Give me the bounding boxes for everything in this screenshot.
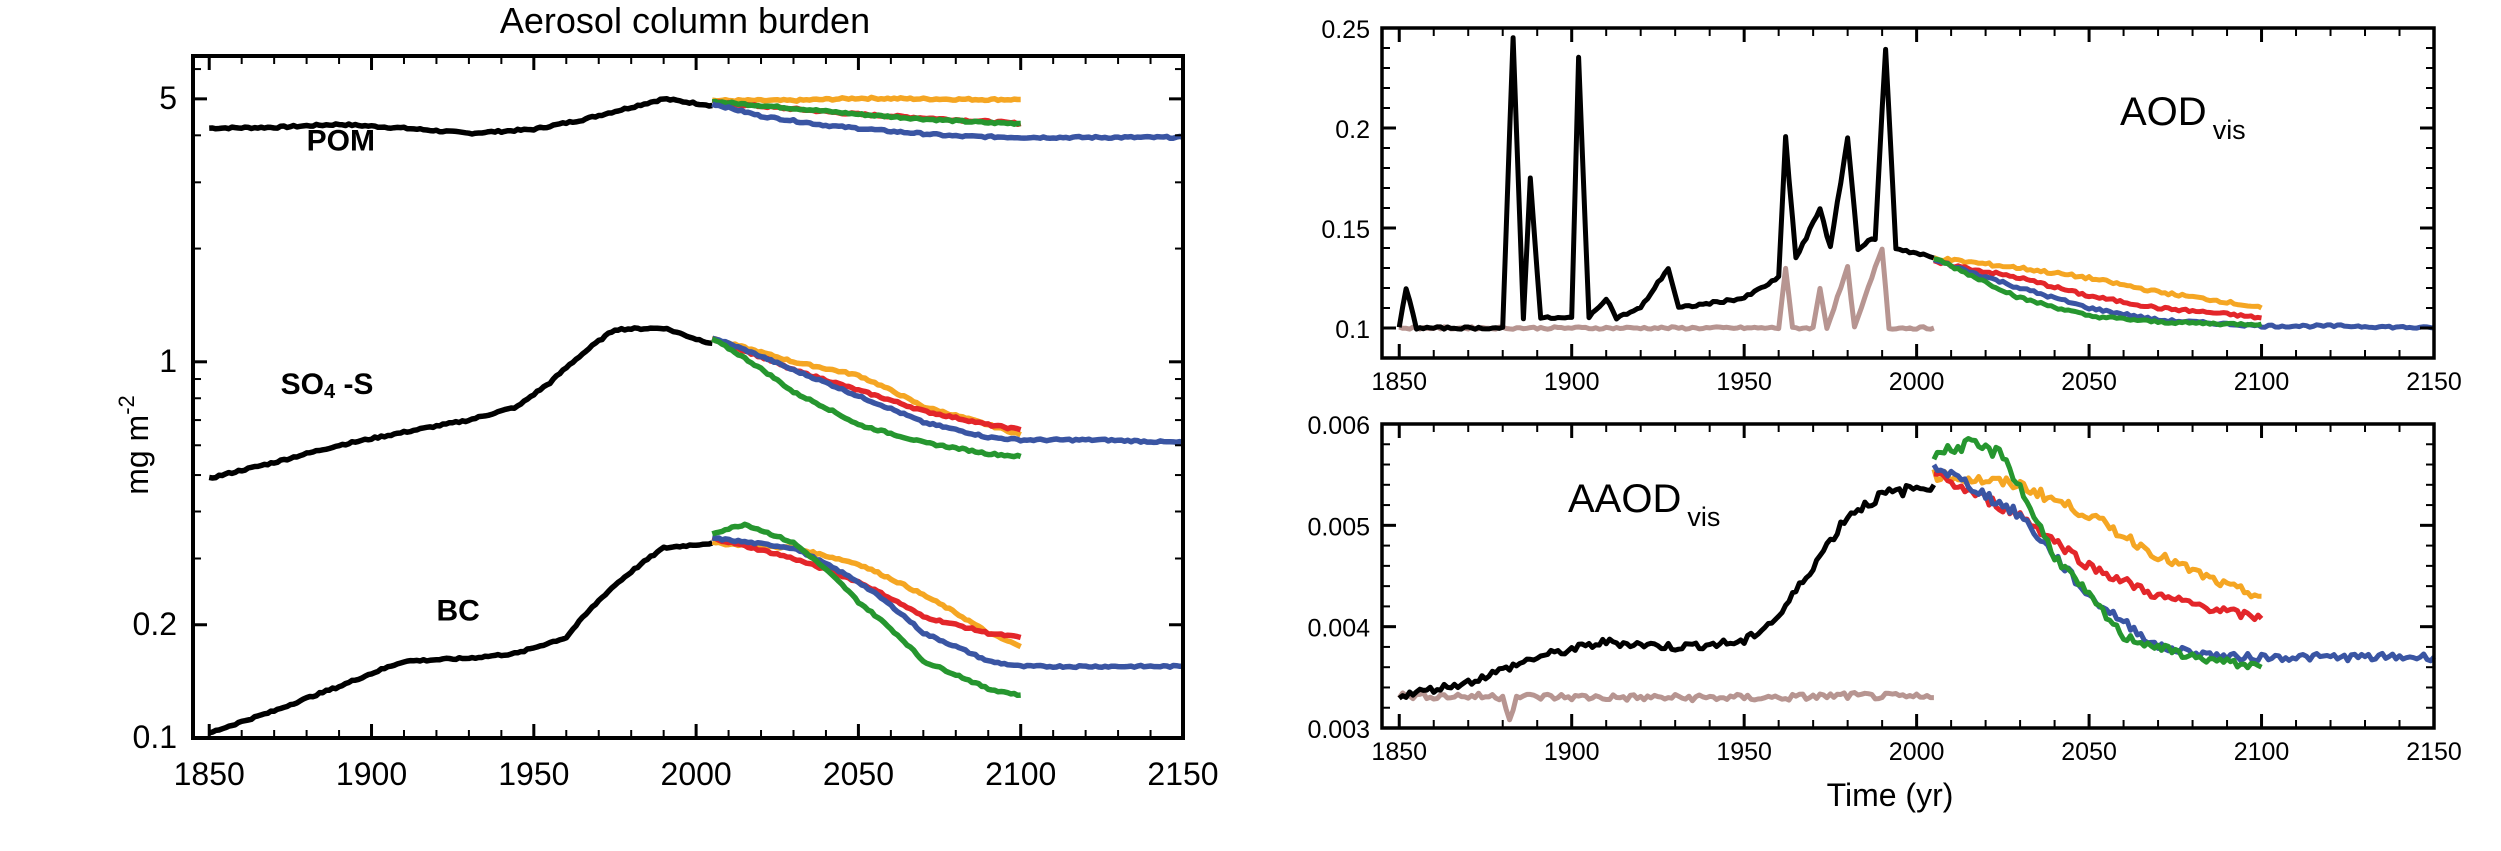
series-blue-line: [1931, 463, 2436, 664]
series-historical-line: [1397, 483, 1937, 701]
series-label: SO4 -S: [281, 368, 374, 403]
series-green-line: [711, 521, 1021, 699]
aaod-plot-frame: [1380, 422, 2436, 730]
x-tick-label: 1850: [1371, 738, 1427, 766]
x-tick-label: 2100: [2234, 738, 2290, 766]
panel-burden: Aerosol column burden mg m-2 POM SO4 -S BC…: [114, 0, 1219, 792]
series-historical-line: [208, 540, 714, 736]
series-green-line: [711, 98, 1021, 127]
series-control-line: [1397, 690, 1934, 723]
x-tick-label: 2150: [2406, 368, 2462, 396]
burden-title: Aerosol column burden: [500, 0, 870, 41]
x-tick-label: 1900: [1544, 368, 1600, 396]
burden-plot-frame: [191, 54, 1185, 740]
series-green-line: [1931, 436, 2263, 671]
burden-ylabel: mg m-2: [114, 395, 155, 495]
series-red-line: [1933, 470, 2264, 623]
x-tick-label: 2000: [1889, 738, 1945, 766]
x-tick-label: 1950: [498, 756, 569, 792]
x-tick-label: 2100: [2234, 368, 2290, 396]
x-tick-label: 1950: [1716, 368, 1772, 396]
series-yellow-line: [712, 94, 1021, 105]
x-tick-label: 1900: [336, 756, 407, 792]
x-tick-label: 1950: [1716, 738, 1772, 766]
y-tick-label: 0.2: [1335, 116, 1370, 144]
x-tick-label: 2050: [2061, 368, 2117, 396]
aaod-title: AAOD vis: [1568, 477, 1720, 532]
panel-aod: AOD vis 1850 1900 1950 2000 2050 2100 2150 0.1 0.…: [1321, 16, 2461, 396]
series-red-line: [1933, 258, 2262, 321]
panel-aaod: AAOD vis Time (yr) 1850 1900 1950 2000 2050 21…: [1307, 412, 2461, 813]
x-tick-label: 2150: [1147, 756, 1218, 792]
series-label: POM: [307, 124, 375, 157]
y-tick-label: 0.1: [1335, 316, 1370, 344]
y-tick-label: 0.15: [1321, 216, 1370, 244]
y-tick-label: 5: [159, 80, 177, 116]
series-historical-line: [209, 96, 713, 137]
aod-title: AOD vis: [2120, 90, 2246, 145]
y-tick-label: 0.003: [1307, 716, 1370, 744]
x-tick-label: 1850: [174, 756, 245, 792]
series-historical-line: [208, 325, 713, 481]
series-green-line: [1933, 256, 2263, 328]
series-blue-line: [711, 335, 1184, 446]
x-tick-label: 1900: [1544, 738, 1600, 766]
y-tick-label: 0.25: [1321, 16, 1370, 44]
series-blue-line: [712, 535, 1184, 671]
y-tick-label: 0.2: [133, 606, 177, 642]
x-tick-label: 1850: [1371, 368, 1427, 396]
y-tick-label: 1: [159, 343, 177, 379]
series-green-line: [710, 336, 1022, 460]
x-tick-label: 2100: [985, 756, 1056, 792]
y-tick-label: 0.004: [1307, 615, 1370, 643]
series-yellow-line: [1933, 255, 2263, 311]
series-label: BC: [436, 595, 479, 628]
aaod-xlabel: Time (yr): [1827, 777, 1954, 813]
x-tick-label: 2150: [2406, 738, 2462, 766]
x-tick-label: 2000: [661, 756, 732, 792]
x-tick-label: 2000: [1889, 368, 1945, 396]
aod-plot-frame: [1380, 26, 2436, 360]
y-tick-label: 0.005: [1307, 513, 1370, 541]
y-tick-label: 0.1: [133, 719, 177, 755]
series-yellow-line: [711, 336, 1022, 438]
series-yellow-line: [1931, 468, 2262, 600]
series-blue-line: [711, 101, 1184, 142]
y-tick-label: 0.006: [1307, 412, 1370, 440]
series-historical-line: [1396, 35, 1935, 332]
x-tick-label: 2050: [823, 756, 894, 792]
x-tick-label: 2050: [2061, 738, 2117, 766]
